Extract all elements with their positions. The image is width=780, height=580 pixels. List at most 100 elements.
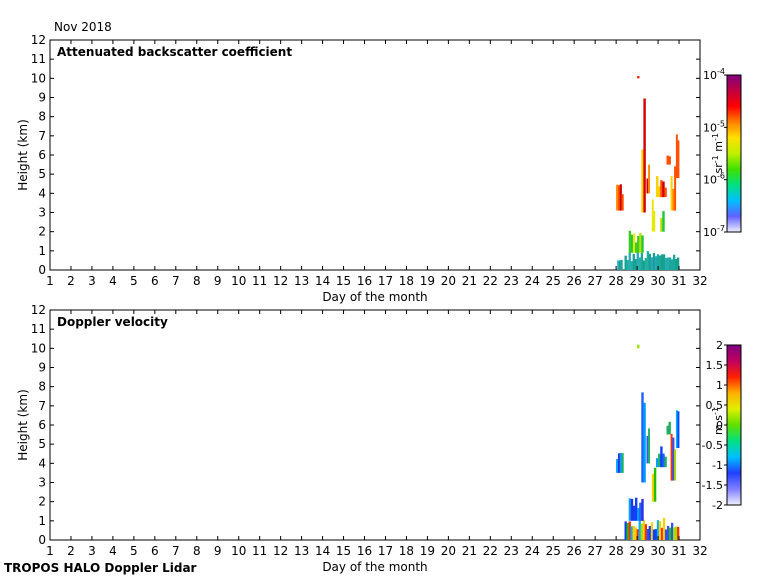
y-tick-label: 6 xyxy=(38,418,46,432)
x-tick-label: 24 xyxy=(525,274,540,288)
colorbar xyxy=(726,344,742,506)
x-tick-label: 31 xyxy=(671,274,686,288)
y-axis-label: Height (km) xyxy=(16,389,30,460)
data-cell xyxy=(632,505,636,521)
colorbar-tick-label: 1.5 xyxy=(706,359,724,372)
x-axis-label: Day of the month xyxy=(322,560,427,574)
x-tick-label: 20 xyxy=(441,274,456,288)
data-cell xyxy=(656,176,659,198)
data-cell xyxy=(653,467,657,502)
data-cell xyxy=(616,459,619,473)
data-cell xyxy=(673,254,676,270)
x-tick-label: 3 xyxy=(88,274,96,288)
data-cell xyxy=(658,453,661,468)
data-cell xyxy=(624,255,627,270)
data-cell xyxy=(635,242,638,253)
colorbar-unit: sr-1 m-1 xyxy=(711,133,725,173)
data-cell xyxy=(620,259,623,270)
data-cell xyxy=(674,449,677,481)
y-tick-label: 0 xyxy=(38,263,46,277)
data-cell xyxy=(648,253,651,270)
data-cell xyxy=(632,233,636,253)
x-tick-label: 25 xyxy=(546,544,561,558)
x-tick-label: 11 xyxy=(252,274,267,288)
data-cell xyxy=(653,210,656,232)
x-tick-label: 30 xyxy=(650,274,665,288)
x-tick-label: 22 xyxy=(483,544,498,558)
data-cell xyxy=(624,521,627,540)
plot-area xyxy=(49,39,701,271)
x-tick-label: 26 xyxy=(567,274,582,288)
data-cell xyxy=(671,522,674,540)
data-cell xyxy=(672,188,675,211)
data-cell xyxy=(662,254,666,270)
data-cell xyxy=(634,527,637,540)
data-cell xyxy=(641,235,644,253)
y-tick-label: 3 xyxy=(38,476,46,490)
data-cell xyxy=(641,392,644,483)
x-tick-label: 2 xyxy=(67,544,75,558)
y-tick-label: 10 xyxy=(31,71,46,85)
data-cell xyxy=(654,529,658,540)
x-tick-label: 4 xyxy=(109,544,117,558)
data-cell xyxy=(666,257,670,270)
x-tick-label: 13 xyxy=(294,544,309,558)
colorbar-tick-label: 2 xyxy=(716,339,723,352)
colorbar-tick-label: 0.5 xyxy=(706,399,724,412)
data-cell xyxy=(673,527,676,540)
panel-1 xyxy=(49,39,742,271)
x-tick-label: 22 xyxy=(483,274,498,288)
x-tick-label: 20 xyxy=(441,544,456,558)
data-cell xyxy=(666,155,669,165)
y-tick-label: 7 xyxy=(38,129,46,143)
y-tick-label: 9 xyxy=(38,91,46,105)
data-cell xyxy=(672,437,675,481)
x-tick-label: 23 xyxy=(504,544,519,558)
x-tick-label: 14 xyxy=(315,544,330,558)
data-cell xyxy=(656,458,659,468)
colorbar-tick-label: 0 xyxy=(716,419,723,432)
data-cell xyxy=(646,528,649,540)
data-cell xyxy=(636,251,639,270)
data-cell xyxy=(658,521,662,540)
x-tick-label: 31 xyxy=(671,544,686,558)
data-cell xyxy=(651,473,655,502)
data-cell xyxy=(662,211,665,232)
x-tick-label: 26 xyxy=(567,544,582,558)
data-cell xyxy=(648,526,651,540)
data-cell xyxy=(677,140,680,178)
data-cell xyxy=(675,134,678,178)
colorbar xyxy=(726,74,742,233)
month-label: Nov 2018 xyxy=(54,20,112,34)
data-cell xyxy=(640,523,643,540)
x-tick-label: 12 xyxy=(273,544,288,558)
data-cell xyxy=(635,497,638,521)
x-tick-label: 8 xyxy=(193,544,201,558)
data-cell xyxy=(646,435,649,464)
data-cell xyxy=(638,257,641,270)
x-tick-label: 23 xyxy=(504,274,519,288)
y-tick-label: 4 xyxy=(38,456,46,470)
data-cell xyxy=(650,522,654,540)
x-tick-label: 8 xyxy=(193,274,201,288)
colorbar-tick-label: 10-4 xyxy=(703,67,725,82)
y-tick-label: 8 xyxy=(38,110,46,124)
data-cell xyxy=(621,453,624,473)
data-cell xyxy=(638,517,641,540)
y-tick-label: 1 xyxy=(38,514,46,528)
data-cell xyxy=(658,255,662,270)
x-tick-label: 24 xyxy=(525,544,540,558)
data-cell xyxy=(642,260,645,270)
data-cell xyxy=(668,156,671,165)
x-tick-label: 16 xyxy=(357,544,372,558)
data-cell xyxy=(637,508,640,521)
data-cell xyxy=(619,452,622,473)
colorbar-tick-label: 10-5 xyxy=(703,119,725,134)
y-tick-label: 6 xyxy=(38,148,46,162)
x-tick-label: 17 xyxy=(378,274,393,288)
data-cell xyxy=(618,185,621,211)
x-tick-label: 21 xyxy=(462,274,477,288)
data-layer xyxy=(616,344,680,540)
data-cell xyxy=(616,184,619,211)
